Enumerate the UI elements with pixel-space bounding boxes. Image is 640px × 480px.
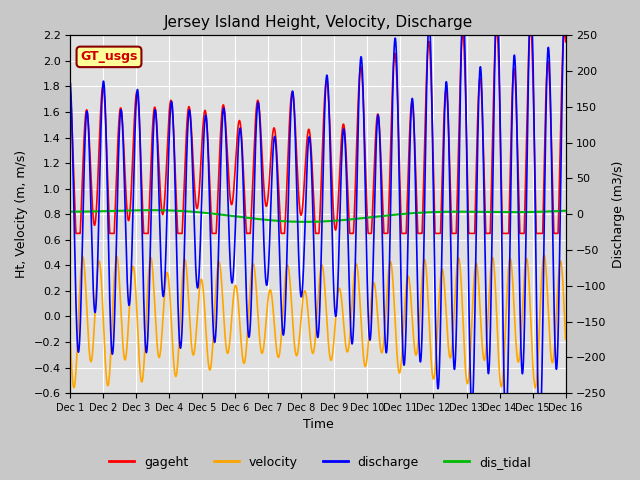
discharge bbox=[436, 350, 444, 356]
discharge bbox=[536, 431, 543, 436]
velocity bbox=[157, 350, 164, 356]
discharge bbox=[527, 0, 534, 4]
discharge bbox=[157, 241, 164, 247]
velocity bbox=[436, 284, 444, 290]
Y-axis label: Discharge (m3/s): Discharge (m3/s) bbox=[612, 160, 625, 268]
Line: dis_tidal: dis_tidal bbox=[70, 210, 566, 222]
gageht bbox=[157, 192, 164, 198]
dis_tidal bbox=[364, 215, 371, 220]
velocity bbox=[540, 252, 548, 258]
velocity bbox=[474, 266, 481, 272]
gageht bbox=[72, 230, 80, 236]
gageht bbox=[67, 91, 74, 96]
Text: GT_usgs: GT_usgs bbox=[80, 50, 138, 63]
dis_tidal bbox=[474, 209, 481, 215]
gageht bbox=[436, 230, 444, 236]
dis_tidal bbox=[436, 209, 444, 215]
dis_tidal bbox=[562, 208, 570, 214]
velocity bbox=[67, 339, 74, 345]
velocity bbox=[256, 335, 264, 341]
discharge bbox=[364, 282, 371, 288]
velocity bbox=[531, 385, 539, 391]
Line: discharge: discharge bbox=[70, 1, 566, 433]
dis_tidal bbox=[301, 219, 309, 225]
discharge bbox=[388, 107, 396, 112]
dis_tidal bbox=[256, 216, 264, 222]
dis_tidal bbox=[388, 212, 396, 218]
gageht bbox=[388, 84, 396, 89]
velocity bbox=[388, 272, 396, 277]
Title: Jersey Island Height, Velocity, Discharge: Jersey Island Height, Velocity, Discharg… bbox=[163, 15, 472, 30]
discharge bbox=[562, 11, 570, 17]
Line: gageht: gageht bbox=[70, 29, 566, 233]
X-axis label: Time: Time bbox=[303, 419, 333, 432]
gageht bbox=[492, 26, 500, 32]
gageht bbox=[256, 110, 264, 116]
Y-axis label: Ht, Velocity (m, m/s): Ht, Velocity (m, m/s) bbox=[15, 150, 28, 278]
Line: velocity: velocity bbox=[70, 255, 566, 388]
gageht bbox=[562, 39, 570, 45]
velocity bbox=[364, 352, 371, 358]
gageht bbox=[474, 118, 481, 124]
discharge bbox=[474, 153, 481, 158]
dis_tidal bbox=[67, 209, 74, 215]
discharge bbox=[256, 112, 264, 118]
gageht bbox=[364, 218, 371, 224]
dis_tidal bbox=[147, 207, 155, 213]
velocity bbox=[562, 336, 570, 342]
dis_tidal bbox=[157, 207, 164, 213]
Legend: gageht, velocity, discharge, dis_tidal: gageht, velocity, discharge, dis_tidal bbox=[104, 451, 536, 474]
discharge bbox=[67, 80, 74, 86]
